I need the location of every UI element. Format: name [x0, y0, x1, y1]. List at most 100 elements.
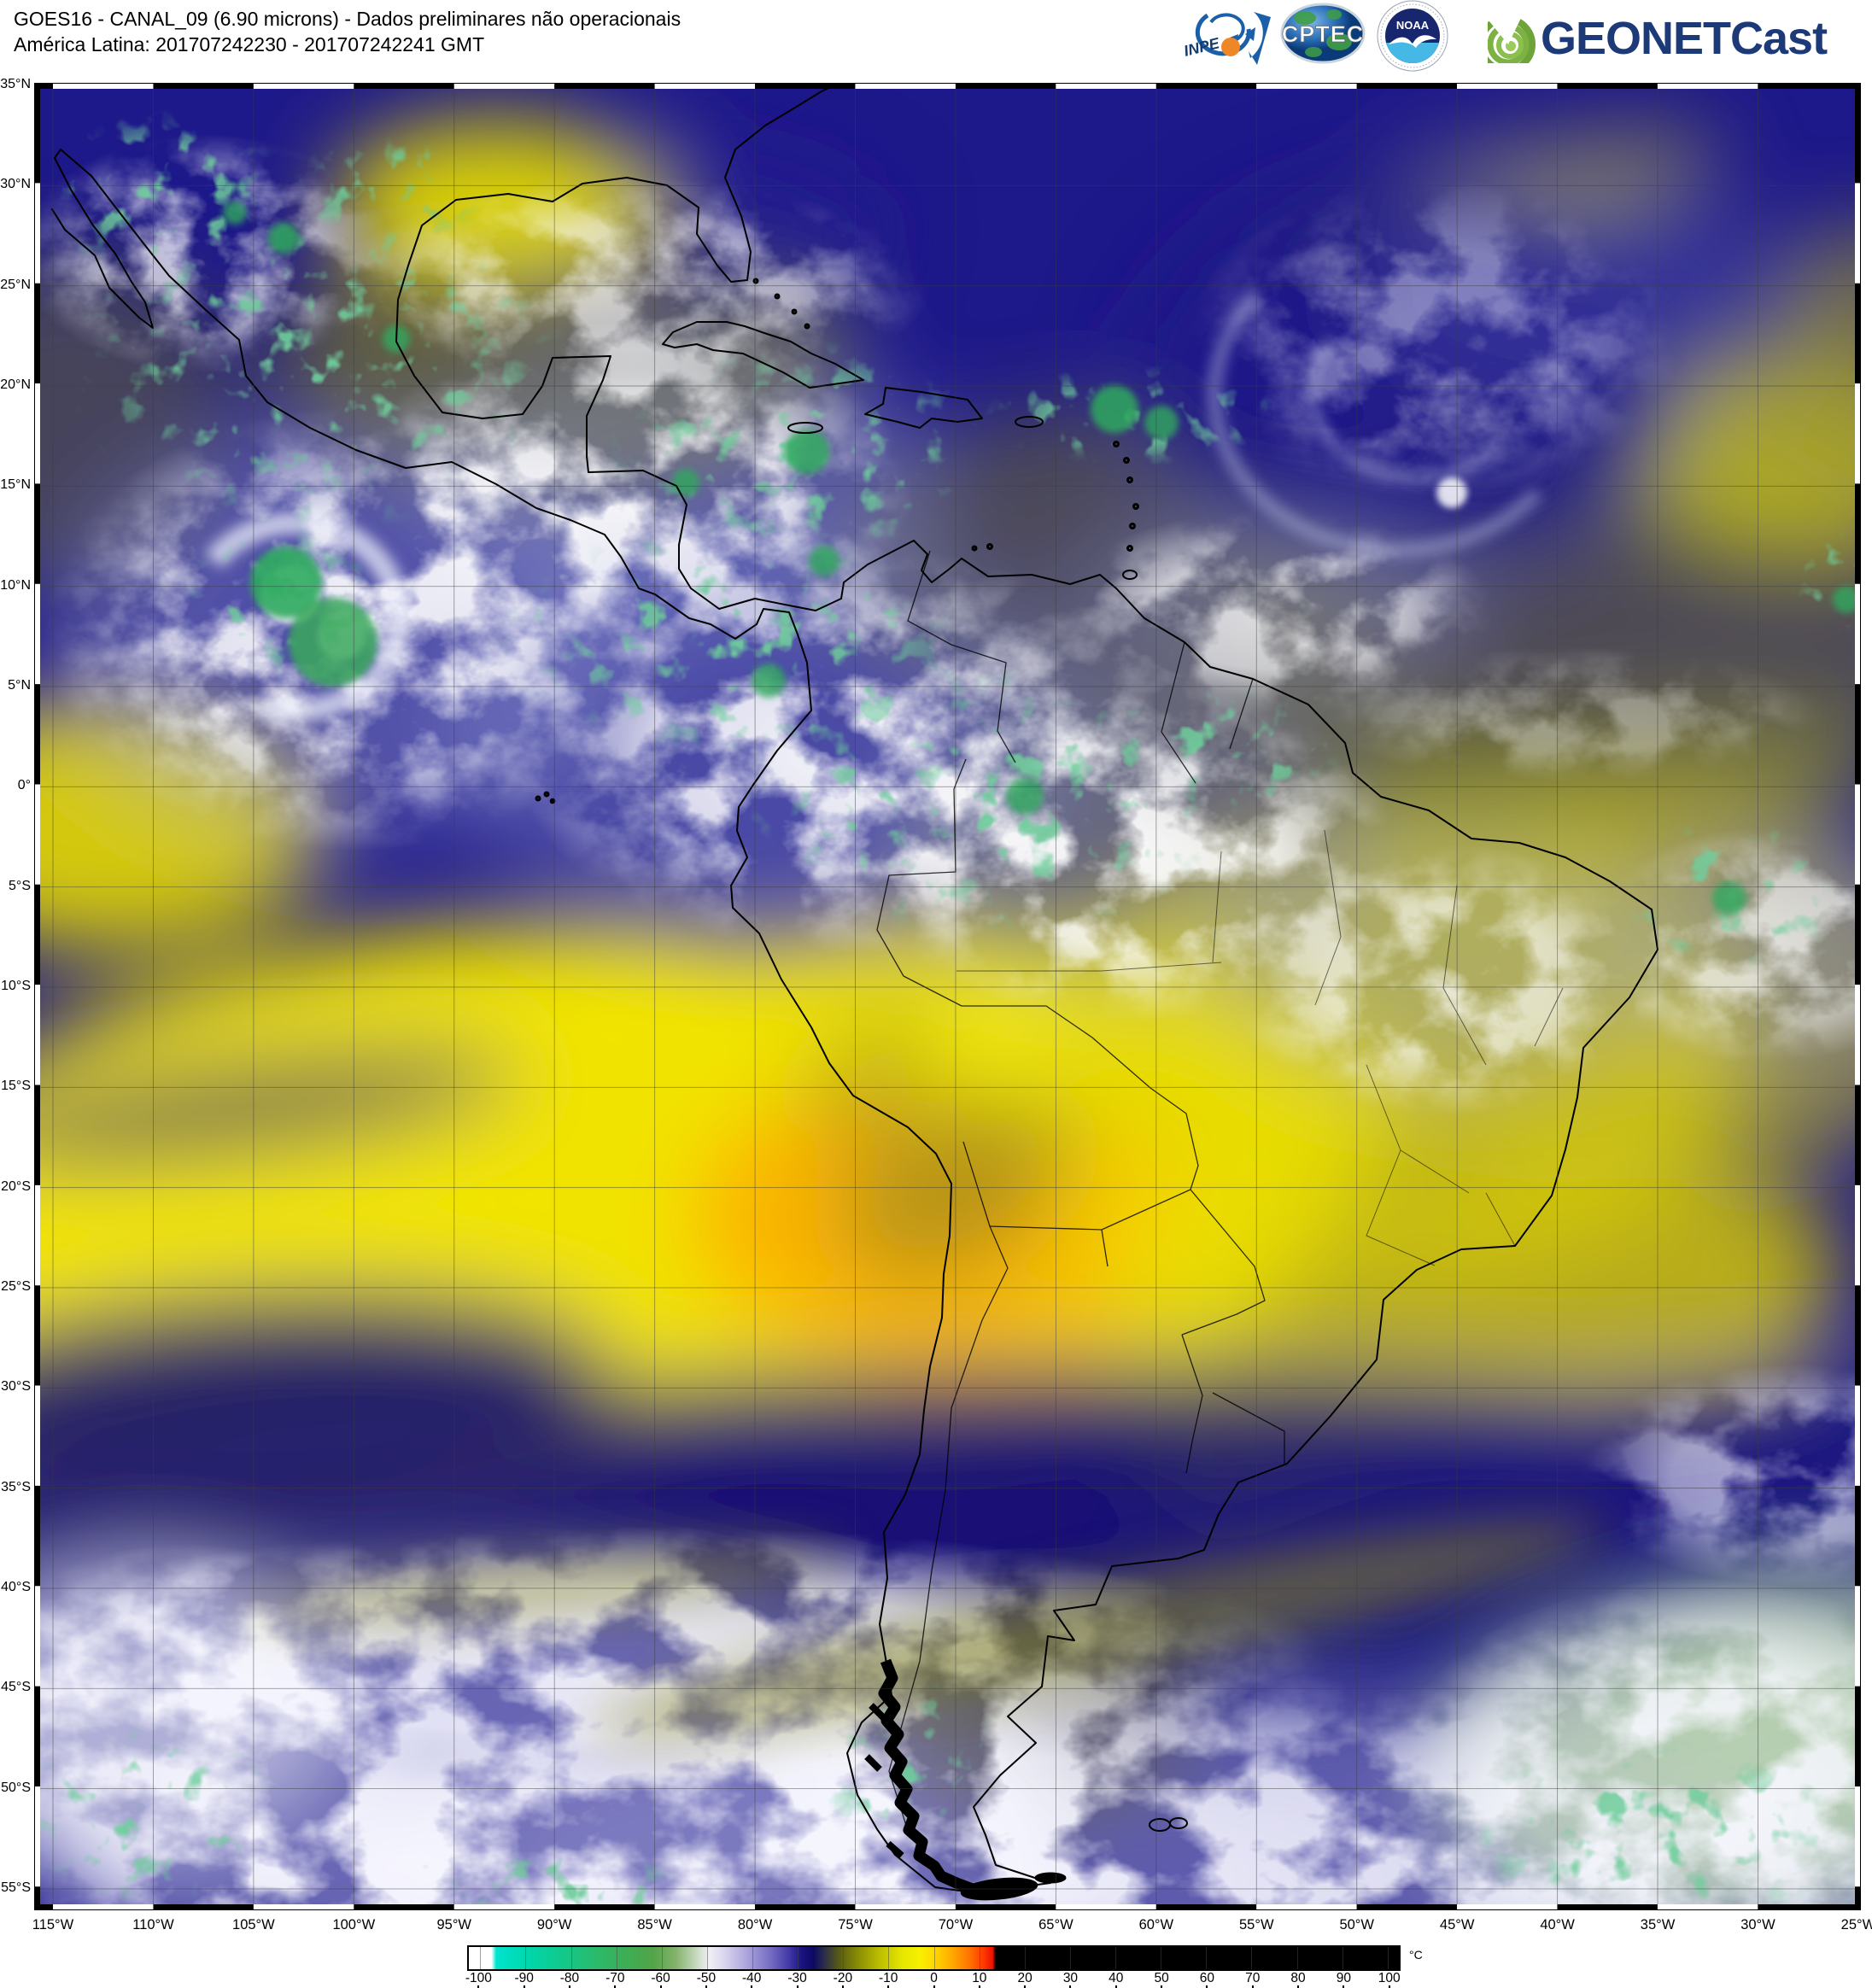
lon-label: 70°W [938, 1917, 974, 1932]
colorbar-tick-label: -20 [833, 1971, 853, 1985]
lat-label: 35°S [1, 1479, 31, 1494]
colorbar-tick [796, 1985, 799, 1988]
colorbar-tick-label: 40 [1109, 1971, 1124, 1985]
colorbar-tick [1024, 1985, 1027, 1988]
country-borders [876, 550, 1285, 1832]
colorbar-tick [887, 1985, 890, 1988]
colorbar-tick [1069, 1985, 1072, 1988]
colorbar-tick-label: -80 [559, 1971, 580, 1985]
lon-label: 100°W [332, 1917, 376, 1932]
lat-label: 25°S [1, 1278, 31, 1294]
lon-label: 25°W [1840, 1917, 1872, 1932]
lat-label: 15°S [1, 1079, 31, 1094]
colorbar-gridline [933, 1947, 935, 1969]
colorbar-tick-label: -100 [465, 1971, 492, 1985]
lon-label: 50°W [1339, 1917, 1374, 1932]
lon-label: 60°W [1138, 1917, 1174, 1932]
lon-label: 45°W [1439, 1917, 1475, 1932]
colorbar-gridline [1206, 1947, 1208, 1969]
colorbar-gridline [798, 1947, 799, 1969]
colorbar-gridline [843, 1947, 845, 1969]
colorbar-tick [1297, 1985, 1300, 1988]
satellite-map [34, 83, 1861, 1910]
colorbar-gridline [706, 1947, 708, 1969]
colorbar-tick [477, 1985, 480, 1988]
lon-label: 115°W [32, 1917, 74, 1932]
lat-label: 40°S [1, 1579, 31, 1594]
geonetcast-logo: GEONETCast [1488, 5, 1828, 63]
colorbar-tick [1388, 1985, 1390, 1988]
colorbar-tick-label: 30 [1062, 1971, 1079, 1985]
colorbar-tick-label: 80 [1290, 1971, 1306, 1985]
map-frame [34, 83, 1861, 1910]
lat-label: 30°S [1, 1379, 31, 1395]
colorbar-gridline [525, 1947, 527, 1969]
lon-label: 90°W [536, 1917, 572, 1932]
colorbar-tick [1343, 1985, 1345, 1988]
lat-label: 10°N [0, 577, 31, 593]
lat-label: 55°S [1, 1880, 31, 1895]
colorbar-tick [751, 1985, 753, 1988]
colorbar-gridline [661, 1947, 663, 1969]
colorbar-tick-label: 90 [1336, 1971, 1351, 1985]
cptec-logo-text: CPTEC [1282, 21, 1365, 47]
colorbar-gridline [1024, 1947, 1026, 1969]
lat-label: 10°S [1, 978, 31, 993]
lon-label: 75°W [838, 1917, 873, 1932]
lat-label: 35°N [0, 77, 31, 91]
colorbar-tick-label: 50 [1154, 1971, 1169, 1985]
colorbar-tick-label: 0 [930, 1971, 938, 1985]
lon-label: 95°W [436, 1917, 472, 1932]
lon-label: 65°W [1038, 1917, 1073, 1932]
graticule [37, 85, 1859, 1908]
colorbar-tick [659, 1985, 662, 1988]
colorbar-tick-label: -50 [696, 1971, 717, 1985]
lat-label: 25°N [0, 277, 31, 292]
lat-label: 20°N [0, 377, 31, 392]
colorbar-tick-label: -40 [742, 1971, 762, 1985]
lon-label: 85°W [637, 1917, 672, 1932]
lon-label: 80°W [737, 1917, 773, 1932]
product-datetime: América Latina: 201707242230 - 201707242… [14, 33, 485, 56]
lon-label: 35°W [1640, 1917, 1676, 1932]
colorbar-tick [841, 1985, 844, 1988]
lat-label: 0° [17, 778, 31, 793]
colorbar-tick-label: 20 [1017, 1971, 1033, 1985]
cptec-logo: CPTEC [1280, 3, 1366, 64]
colorbar-tick-label: 10 [972, 1971, 987, 1985]
state-borders [956, 829, 1564, 1266]
colorbar-gridline [570, 1947, 572, 1969]
colorbar-gridline [1387, 1947, 1389, 1969]
inpe-logo-text: INPE [1182, 34, 1222, 60]
lon-label: 55°W [1239, 1917, 1274, 1932]
lon-label: 110°W [132, 1917, 174, 1932]
temperature-colorbar [467, 1945, 1401, 1971]
lon-label: 40°W [1540, 1917, 1575, 1932]
colorbar-tick [568, 1985, 570, 1988]
colorbar-tick [933, 1985, 935, 1988]
lat-label: 5°S [9, 878, 31, 893]
colorbar-tick [978, 1985, 980, 1988]
inpe-logo: INPE [1182, 12, 1271, 65]
colorbar-unit: °C [1409, 1948, 1423, 1962]
lat-label: 50°S [1, 1780, 31, 1795]
colorbar-tick [614, 1985, 617, 1988]
colorbar-gridline [888, 1947, 890, 1969]
colorbar-tick-label: -90 [514, 1971, 534, 1985]
noaa-logo-text: NOAA [1396, 19, 1430, 32]
lat-label: 15°N [0, 477, 31, 493]
colorbar-tick-label: -30 [787, 1971, 807, 1985]
lat-label: 45°S [1, 1680, 31, 1695]
colorbar-gridline [1115, 1947, 1116, 1969]
colorbar-gridline [480, 1947, 482, 1969]
colorbar-tick-label: -10 [878, 1971, 898, 1985]
jet-streak [249, 1520, 1606, 1737]
colorbar-tick [1114, 1985, 1117, 1988]
colorbar-tick [1206, 1985, 1208, 1988]
lat-label: 30°N [0, 177, 31, 192]
colorbar-tick [523, 1985, 525, 1988]
colorbar-tick [1161, 1985, 1163, 1988]
convective-cores [223, 201, 1860, 915]
colorbar-tick [1251, 1985, 1254, 1988]
